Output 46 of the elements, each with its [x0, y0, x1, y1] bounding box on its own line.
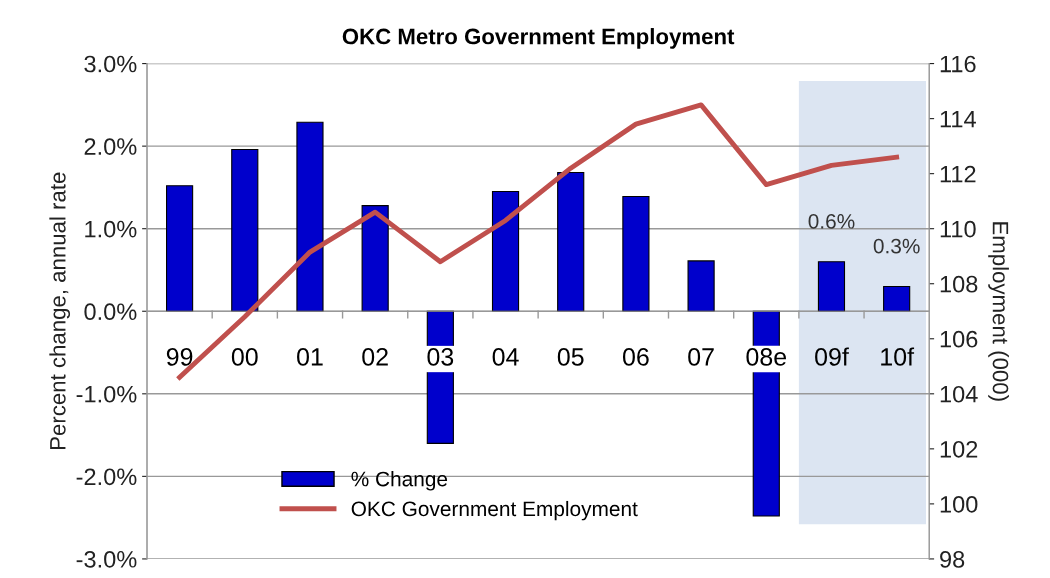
y-tick-label: 0.0% [84, 303, 137, 321]
x-tick-label: 08e [746, 348, 787, 366]
x-tick-label: 10f [881, 347, 915, 366]
legend-label: % Change [351, 471, 448, 491]
bar [296, 121, 324, 312]
bar [622, 195, 650, 312]
y-tick-label: 2.0% [84, 138, 137, 155]
bar [687, 260, 715, 312]
x-tick-label: 04 [492, 348, 519, 366]
x-tick-label: 07 [688, 348, 714, 366]
data-label: 0.3% [873, 238, 920, 254]
x-tick-label: 00 [231, 348, 258, 366]
chart-title: OKC Metro Government Employment [342, 28, 735, 49]
x-tick-label: 05 [557, 348, 584, 366]
y2-tick-label: 98 [940, 550, 965, 568]
y-tick-label: -2.0% [76, 468, 137, 486]
y2-tick-label: 110 [940, 220, 976, 238]
bar [817, 261, 846, 312]
y2-tick-label: 100 [940, 495, 978, 513]
y-tick-label: -1.0% [76, 385, 137, 403]
bar [231, 148, 259, 312]
y-tick-label: 1.0% [85, 220, 137, 238]
y-tick-label: -3.0% [76, 550, 137, 568]
bar [557, 172, 585, 312]
bar [491, 190, 520, 312]
x-tick-label: 99 [166, 348, 193, 366]
legend-label: OKC Government Employment [351, 500, 638, 521]
y2-axis-title: Employment (000) [988, 222, 1009, 401]
bar [166, 185, 194, 312]
y2-tick-label: 114 [940, 110, 976, 128]
y-tick-label: 3.0% [84, 55, 137, 73]
x-tick-label: 01 [297, 348, 323, 366]
x-tick-label: 06 [622, 348, 649, 366]
x-tick-label: 03 [427, 348, 454, 366]
y2-tick-label: 106 [940, 330, 978, 348]
x-tick-label: 09f [815, 347, 849, 366]
y2-tick-label: 102 [940, 440, 978, 458]
y2-tick-label: 104 [940, 385, 978, 403]
y-axis-title: Percent change, annual rate [49, 172, 71, 450]
bar [883, 285, 911, 312]
y2-tick-label: 116 [940, 55, 976, 73]
bar [361, 205, 389, 312]
y2-tick-label: 108 [940, 275, 978, 293]
x-tick-label: 02 [362, 348, 388, 366]
y2-tick-label: 112 [940, 165, 976, 183]
data-label: 0.6% [808, 213, 855, 229]
